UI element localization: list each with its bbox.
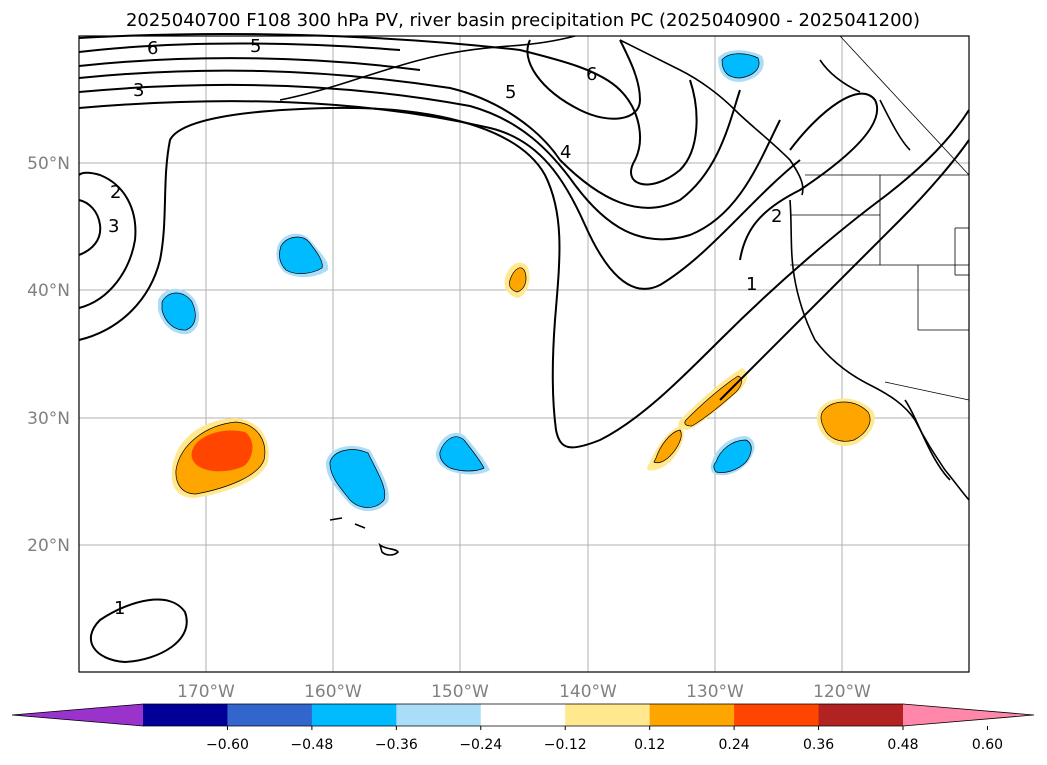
lon-label: 170°W [177,682,235,702]
precip-blob-positive [653,429,682,464]
colorbar-tick-label: 0.48 [887,737,918,753]
colorbar-segment [396,704,482,726]
colorbar-segment [818,704,904,726]
colorbar-segment [311,704,397,726]
lat-label: 40°N [27,281,70,301]
contour-label: 5 [505,82,516,103]
contour-label: 2 [771,206,782,227]
contour-label: 1 [746,274,757,295]
precip-blob-negative [713,439,752,473]
colorbar: −0.60 −0.48 −0.36 −0.24 −0.12 0.12 0.24 0.36 0.4… [11,703,1035,753]
precip-blob-positive [820,401,871,442]
precip-blobs [158,50,875,511]
colorbar-extend-high [903,704,1034,726]
precip-blob-positive [191,430,253,472]
contour-label: 1 [114,598,125,619]
colorbar-tick-label: −0.48 [290,737,333,753]
contour-label: 2 [110,182,121,203]
map-frame [78,35,970,673]
colorbar-tick-label: 0.12 [634,737,665,753]
lon-label: 120°W [813,682,871,702]
lat-label: 20°N [27,536,70,556]
pv-contour-labels: 6 5 3 5 4 6 2 3 2 1 1 [108,36,782,619]
pv-contours [78,33,970,664]
colorbar-segment [227,704,313,726]
colorbar-tick-label: −0.36 [375,737,418,753]
colorbar-segment [649,704,735,726]
colorbar-extend-low [12,704,143,726]
colorbar-tick-label: −0.24 [459,737,502,753]
contour-label: 3 [108,216,119,237]
precip-blob-negative [161,292,196,331]
lon-label: 150°W [431,682,489,702]
colorbar-tick-label: 0.36 [803,737,834,753]
colorbar-segment [565,704,651,726]
lon-label: 160°W [304,682,362,702]
precip-blob-positive [509,267,527,293]
lat-label: 50°N [27,154,70,174]
precip-blob-negative [279,236,323,274]
colorbar-segment [480,704,566,726]
precip-blob-negative [721,53,760,79]
lon-label: 140°W [559,682,617,702]
contour-label: 6 [147,38,158,59]
political-borders [790,35,970,401]
latitude-labels: 50°N 40°N 30°N 20°N [27,154,70,556]
contour-label: 3 [133,80,144,101]
contour-label: 4 [560,142,571,163]
lon-label: 130°W [686,682,744,702]
colorbar-segment [143,704,228,726]
contour-label: 6 [586,64,597,85]
colorbar-tick-label: −0.12 [544,737,587,753]
longitude-labels: 170°W 160°W 150°W 140°W 130°W 120°W [177,682,871,702]
colorbar-outline [11,703,1035,727]
lat-label: 30°N [27,409,70,429]
colorbar-segment [734,704,820,726]
precip-blob-negative [329,449,386,508]
precip-blob-negative [439,436,485,472]
precip-blob-positive [684,375,742,427]
colorbar-tick-label: −0.60 [206,737,249,753]
contour-label: 5 [250,36,261,57]
colorbar-tick-label: 0.24 [719,737,750,753]
coastlines [279,35,970,556]
figure-title: 2025040700 F108 300 hPa PV, river basin … [126,10,920,31]
colorbar-tick-label: 0.60 [972,737,1003,753]
